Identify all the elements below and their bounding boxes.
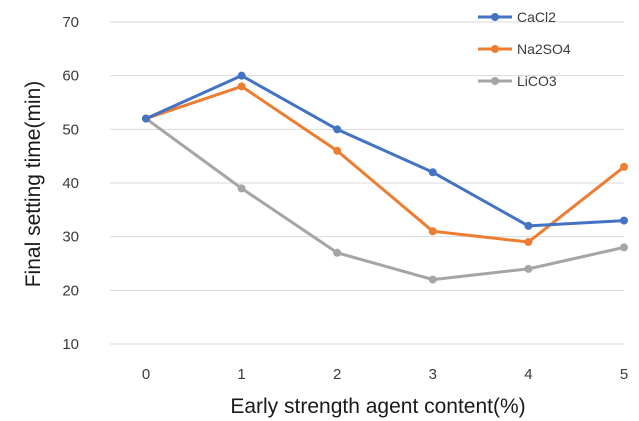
y-tick-label: 50 — [62, 121, 79, 138]
legend-label: CaCl2 — [517, 9, 556, 25]
legend-entry-lico3: LiCO3 — [478, 73, 557, 89]
legend-marker-lico3 — [491, 77, 499, 85]
data-point-cacl2 — [428, 168, 437, 177]
series-line-lico3 — [145, 117, 625, 282]
data-point-na2so4 — [333, 146, 342, 155]
data-point-na2so4 — [620, 162, 628, 171]
series — [142, 71, 628, 284]
y-tick-label: 70 — [62, 14, 79, 31]
legend-entry-cacl2: CaCl2 — [478, 9, 556, 25]
y-tick-label: 40 — [62, 175, 79, 192]
data-point-lico3 — [333, 248, 342, 257]
data-point-lico3 — [620, 243, 628, 252]
x-tick-label: 3 — [429, 366, 437, 383]
x-axis-ticks: 0 1 2 3 4 5 — [142, 366, 628, 383]
data-point-na2so4 — [524, 238, 533, 247]
series-line-cacl2 — [145, 74, 625, 228]
y-axis-ticks: 10 20 30 40 50 60 70 — [62, 14, 79, 353]
x-tick-label: 5 — [620, 366, 628, 383]
y-tick-label: 10 — [62, 336, 79, 353]
data-point-cacl2 — [333, 125, 342, 134]
legend-label: LiCO3 — [517, 73, 557, 89]
legend-entry-na2so4: Na2SO4 — [478, 41, 571, 57]
gridlines — [110, 21, 624, 345]
series-cacl2 — [142, 71, 628, 230]
data-point-cacl2 — [620, 216, 628, 225]
y-axis-title: Final setting time(min) — [22, 81, 45, 288]
data-point-lico3 — [237, 184, 246, 193]
data-point-na2so4 — [428, 227, 437, 236]
y-tick-label: 30 — [62, 229, 79, 246]
series-na2so4 — [142, 82, 628, 247]
series-line-na2so4 — [145, 84, 625, 244]
legend-label: Na2SO4 — [517, 41, 571, 57]
x-axis-title: Early strength agent content(%) — [230, 395, 525, 418]
legend: CaCl2 Na2SO4 LiCO3 — [478, 9, 571, 89]
series-lico3 — [142, 114, 628, 284]
data-point-na2so4 — [237, 82, 246, 91]
data-point-cacl2 — [142, 114, 150, 123]
y-tick-label: 60 — [62, 68, 79, 85]
data-point-cacl2 — [524, 221, 533, 230]
x-tick-label: 4 — [524, 366, 532, 383]
data-point-lico3 — [524, 264, 533, 273]
legend-marker-cacl2 — [491, 13, 499, 21]
x-tick-label: 2 — [333, 366, 341, 383]
legend-marker-na2so4 — [491, 45, 499, 53]
data-point-lico3 — [428, 275, 437, 284]
x-tick-label: 0 — [142, 366, 150, 383]
x-tick-label: 1 — [237, 366, 245, 383]
y-tick-label: 20 — [62, 282, 79, 299]
data-point-cacl2 — [237, 71, 246, 80]
